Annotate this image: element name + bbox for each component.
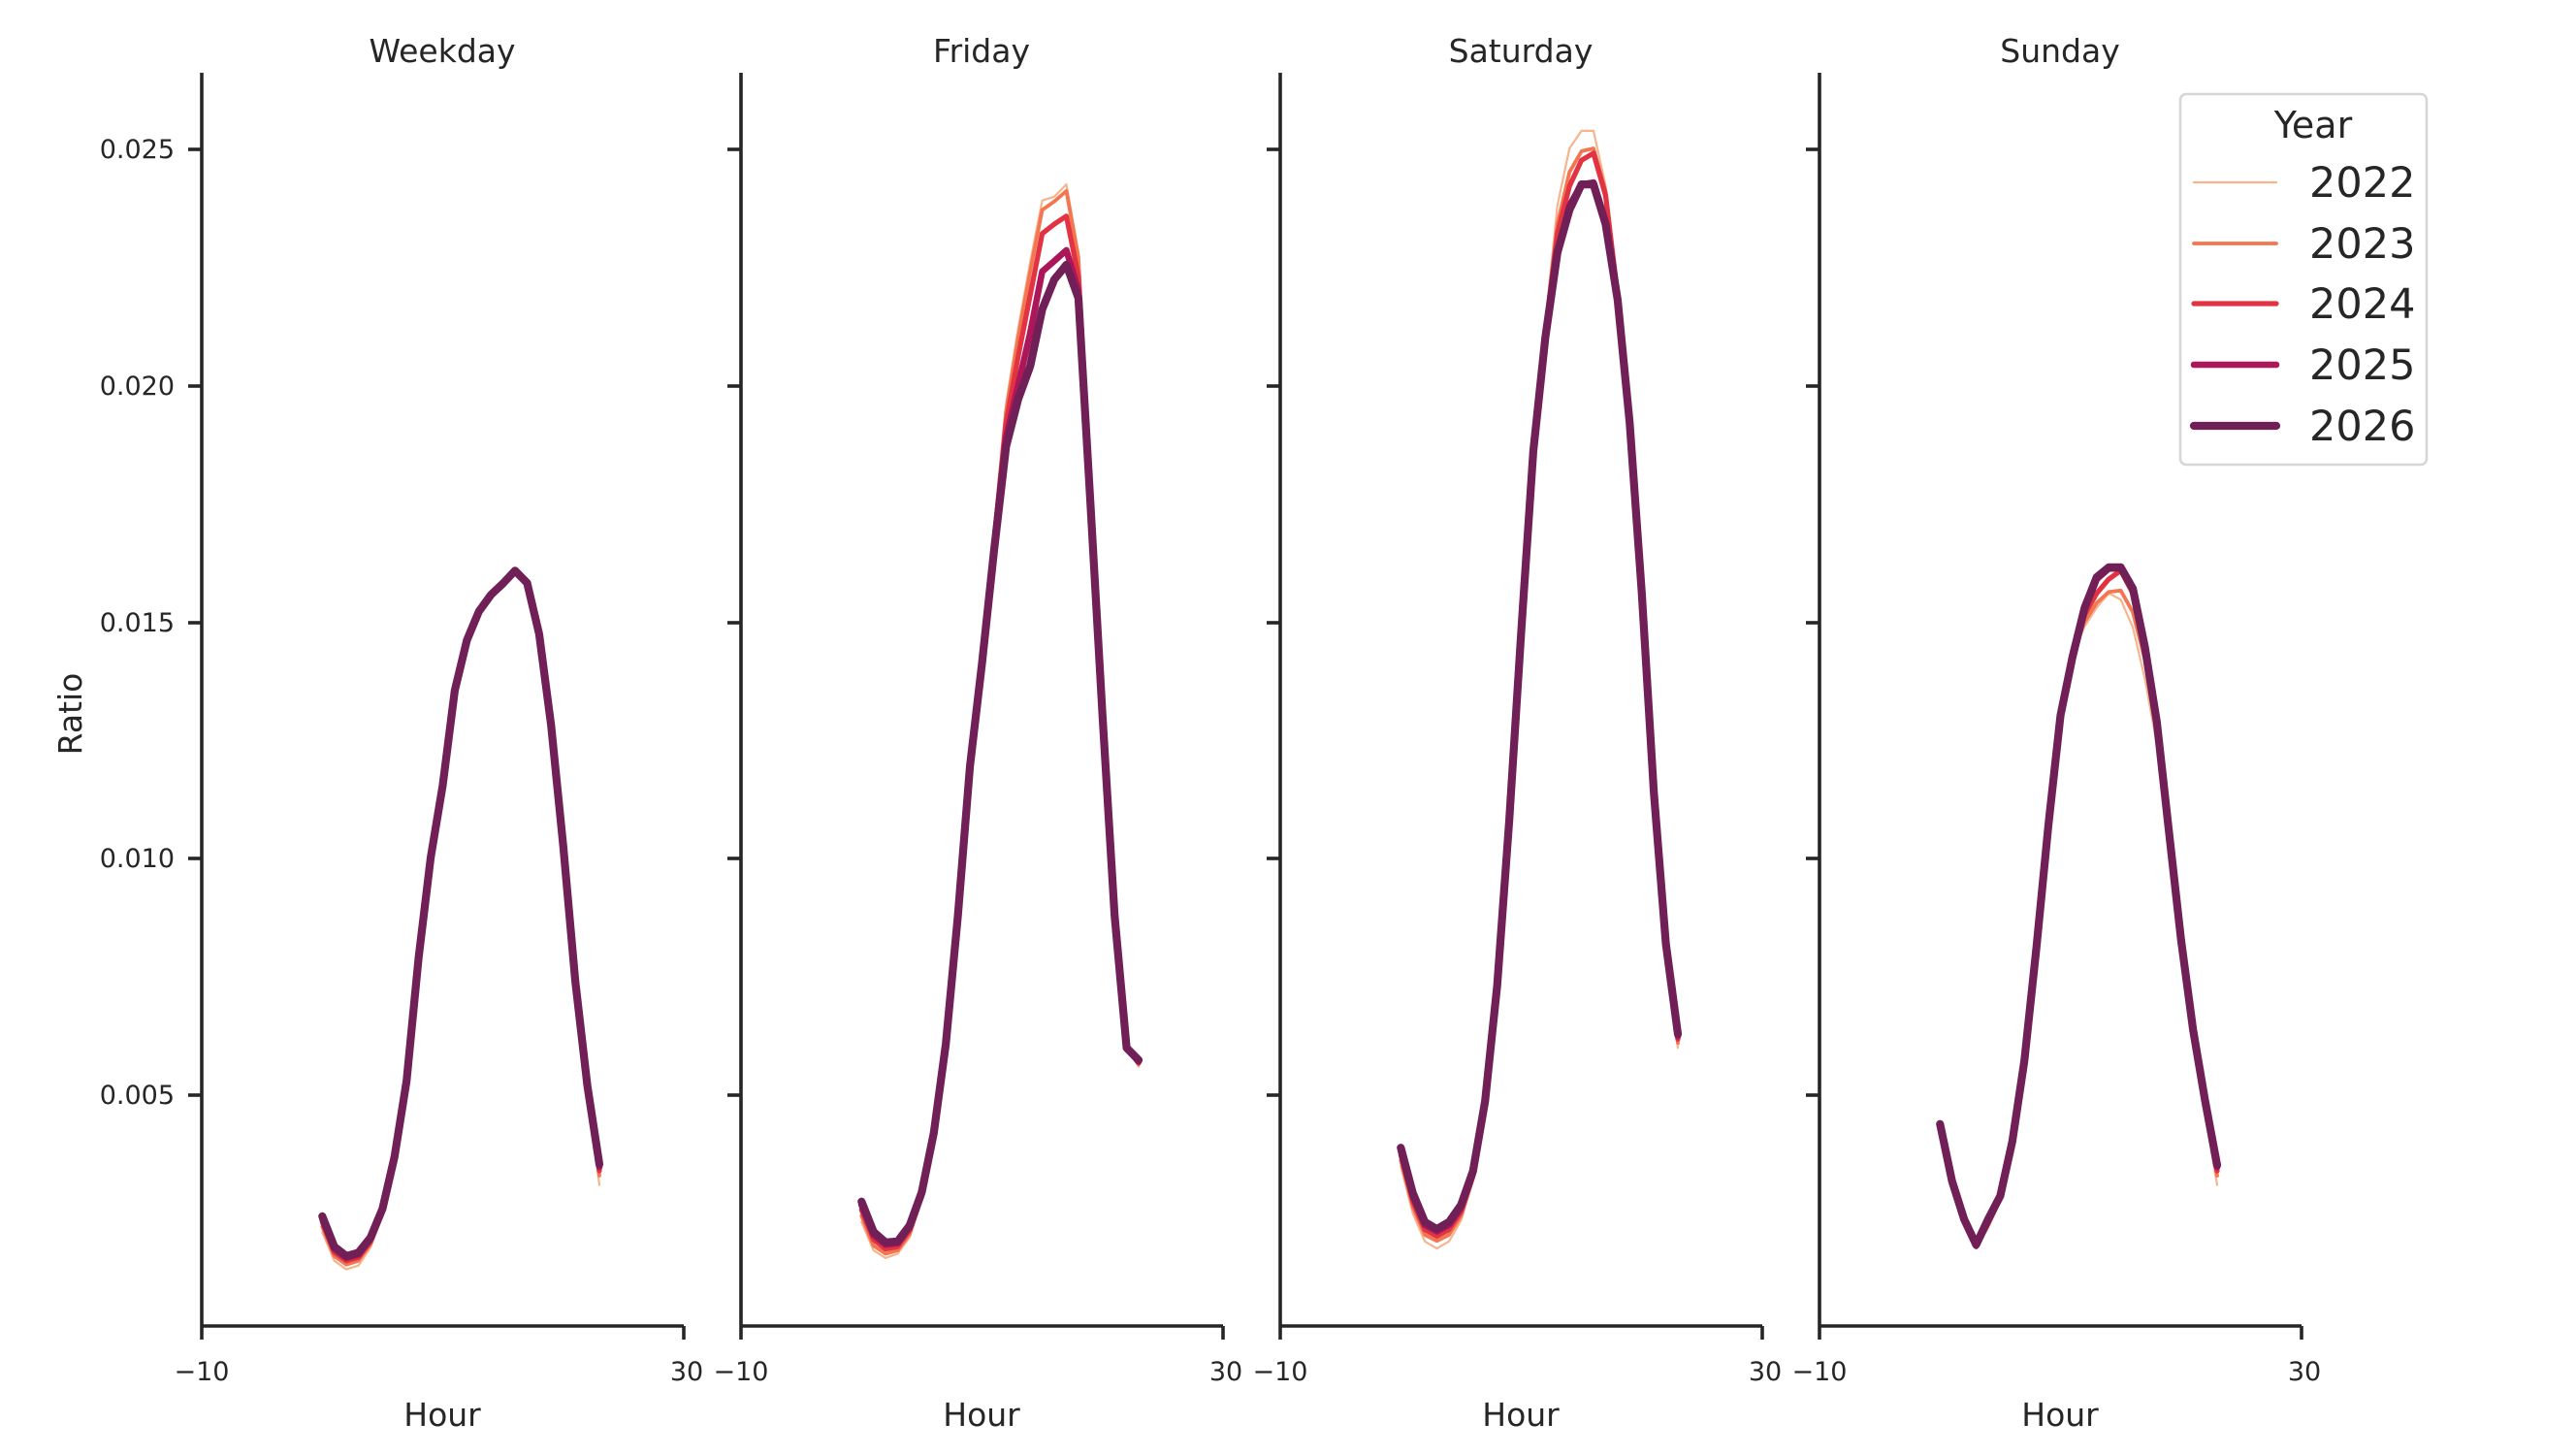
- series-line-2026: [318, 566, 604, 1261]
- series-lines: [1936, 563, 2222, 1250]
- series-line-2026: [1936, 563, 2222, 1249]
- series-line-2026: [1397, 180, 1683, 1234]
- legend-label: 2025: [2309, 341, 2415, 390]
- x-tick-label: −10: [1792, 1357, 1848, 1387]
- series-lines: [1397, 129, 1683, 1250]
- series-line-2025: [1398, 178, 1682, 1235]
- legend-label: 2024: [2309, 280, 2415, 329]
- legend-entry-2022: 2022: [2192, 159, 2415, 208]
- x-tick-label: 30: [2288, 1357, 2321, 1387]
- x-tick-label: −10: [1253, 1357, 1308, 1387]
- x-axis-label: Hour: [1482, 1396, 1560, 1434]
- series-line-2025: [857, 246, 1143, 1248]
- legend-label: 2023: [2309, 220, 2415, 269]
- legend-title: Year: [2273, 104, 2353, 146]
- y-tick-label: 0.015: [100, 608, 175, 638]
- x-tick-label: −10: [714, 1357, 769, 1387]
- y-tick-label: 0.005: [100, 1081, 175, 1111]
- legend-entry-2024: 2024: [2191, 280, 2415, 329]
- series-line-2023: [859, 188, 1141, 1256]
- series-line-2022: [860, 183, 1141, 1260]
- legend: Year 2022 2023 2024 2025 2026: [2178, 92, 2429, 467]
- series-lines: [318, 566, 604, 1271]
- y-ticks: [1806, 147, 1819, 1097]
- series-line-2022: [1400, 129, 1680, 1250]
- x-tick-label: −10: [175, 1357, 230, 1387]
- y-tick-label: 0.020: [100, 372, 175, 402]
- y-tick-label: 0.025: [100, 135, 175, 165]
- x-tick-label: 30: [1749, 1357, 1782, 1387]
- y-ticks: 0.005 0.010 0.015 0.020 0.025: [100, 135, 202, 1111]
- panel-friday: Friday −10 30 Hour: [714, 32, 1243, 1434]
- panel-title: Friday: [933, 32, 1030, 70]
- series-line-2024: [858, 213, 1142, 1252]
- y-tick-label: 0.010: [100, 844, 175, 874]
- legend-box: [2178, 92, 2429, 467]
- legend-entry-2025: 2025: [2190, 341, 2415, 390]
- y-axis-label: Ratio: [51, 673, 89, 756]
- panel-sunday: Sunday −10 30 Hour: [1792, 32, 2322, 1434]
- x-axis-label: Hour: [943, 1396, 1020, 1434]
- legend-label: 2022: [2309, 159, 2415, 208]
- y-ticks: [1267, 147, 1280, 1097]
- series-lines: [857, 183, 1143, 1260]
- x-tick-label: 30: [1209, 1357, 1242, 1387]
- legend-entry-2026: 2026: [2189, 403, 2415, 451]
- panel-title: Weekday: [369, 32, 515, 70]
- x-axis-label: Hour: [403, 1396, 481, 1434]
- panel-title: Saturday: [1449, 32, 1594, 70]
- panel-title: Sunday: [2000, 32, 2119, 70]
- panel-weekday: Weekday −10 30 Hour 0.005 0.010 0.015 0.…: [100, 32, 703, 1434]
- x-tick-label: 30: [670, 1357, 703, 1387]
- x-axis-label: Hour: [2021, 1396, 2099, 1434]
- legend-entry-2023: 2023: [2192, 220, 2415, 269]
- panel-saturday: Saturday −10 30 Hour: [1253, 32, 1783, 1434]
- legend-label: 2026: [2309, 403, 2415, 451]
- series-line-2026: [857, 260, 1143, 1246]
- series-line-2023: [1399, 146, 1680, 1244]
- y-ticks: [727, 147, 741, 1097]
- series-line-2024: [1398, 150, 1681, 1240]
